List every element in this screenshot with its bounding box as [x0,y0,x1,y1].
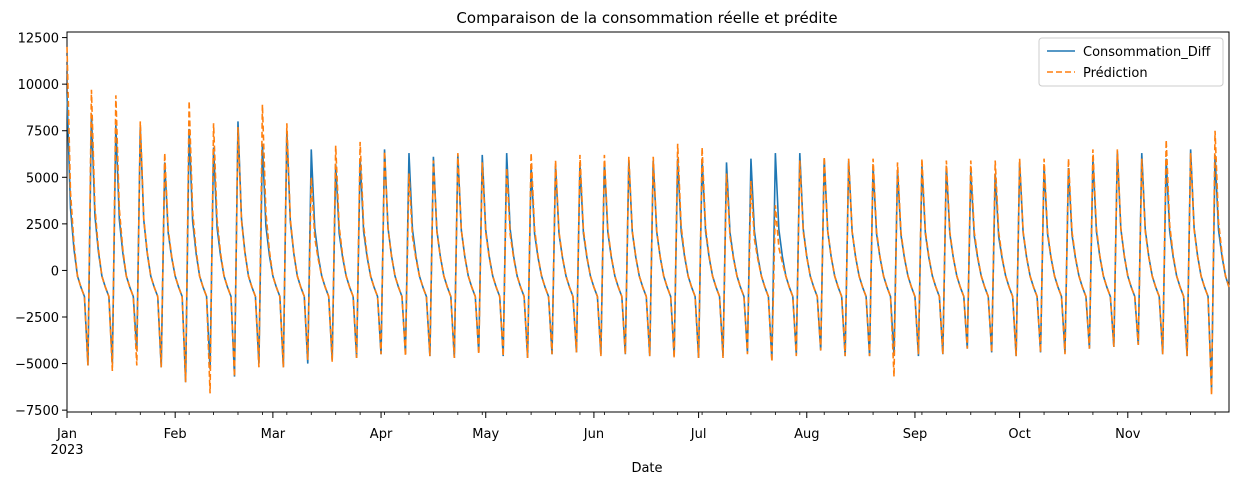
y-tick-label: 12500 [18,32,59,47]
x-tick-label: May [472,427,499,442]
x-tick-label: Mar [261,427,286,442]
y-tick-label: 5000 [26,171,59,186]
y-tick-label: 2500 [26,218,59,233]
y-tick-label: −2500 [15,311,59,326]
plot-frame [66,31,1230,413]
series-line-prediction [66,46,1230,396]
x-tick-label: Jul [690,427,707,442]
y-tick-label: 0 [51,264,59,279]
x-tick-label: Sep [903,427,928,442]
x-tick-label: Nov [1115,427,1141,442]
x-tick-sublabel: 2023 [50,443,83,458]
y-tick-label: −5000 [15,358,59,373]
legend-box [1038,37,1224,87]
x-tick-label: Apr [370,427,393,442]
x-tick-label: Jan [56,427,77,442]
x-tick-label: Oct [1008,427,1030,442]
y-tick-label: 7500 [26,125,59,140]
y-tick-label: 10000 [18,78,59,93]
x-tick-label: Aug [794,427,819,442]
x-axis-label: Date [631,461,662,476]
x-tick-label: Feb [164,427,187,442]
plot-area [66,46,1230,396]
legend: Consommation_Diff Prédiction [1038,37,1224,87]
series-line-consommation-diff [66,93,1230,390]
x-tick-label: Jun [583,427,604,442]
legend-entry: Prédiction [1083,66,1148,81]
y-tick-label: −7500 [15,404,59,419]
y-axis: −7500 −5000 −2500 0 2500 5000 7500 10000 12500 [15,32,67,419]
chart-title: Comparaison de la consommation réelle et… [456,9,837,27]
legend-entry: Consommation_Diff [1083,45,1211,60]
